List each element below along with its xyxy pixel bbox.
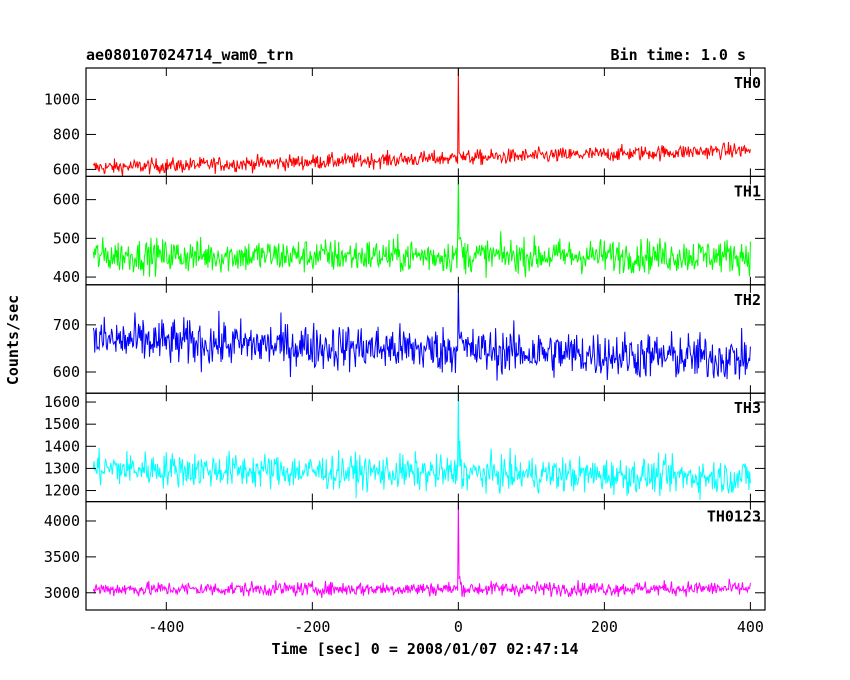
y-tick-label: 1300	[44, 459, 80, 477]
chart-title: ae080107024714_wam0_trn	[86, 46, 294, 64]
panels-group: 600 800 1000 TH0 400 500 600 TH1 600 700 TH2 1200 13…	[44, 67, 766, 636]
panel-label-th2: TH2	[734, 291, 761, 309]
panel-label-th1: TH1	[734, 182, 761, 200]
series-line-th2	[92, 284, 751, 381]
y-axis-label: Counts/sec	[4, 295, 22, 385]
panel-label-th0123: TH0123	[707, 508, 761, 526]
panel-frame-th3	[85, 392, 766, 503]
y-tick-label: 600	[53, 160, 80, 178]
y-tick-label: 700	[53, 316, 80, 334]
series-line-th3	[92, 393, 751, 500]
x-tick-label: -200	[294, 618, 330, 636]
x-tick-label: 0	[454, 618, 463, 636]
panel-frame-th0123	[85, 501, 766, 611]
y-tick-label: 3000	[44, 584, 80, 602]
y-tick-label: 600	[53, 191, 80, 209]
y-tick-label: 800	[53, 125, 80, 143]
panel-label-th3: TH3	[734, 399, 761, 417]
y-tick-label: 1500	[44, 415, 80, 433]
x-axis-label: Time [sec] 0 = 2008/01/07 02:47:14	[271, 640, 578, 658]
x-tick-label: -400	[148, 618, 184, 636]
x-tick-label: 400	[737, 618, 764, 636]
y-tick-label: 1600	[44, 393, 80, 411]
y-tick-label: 600	[53, 363, 80, 381]
y-tick-label: 1200	[44, 482, 80, 500]
series-line-th1	[92, 176, 751, 278]
y-tick-label: 3500	[44, 548, 80, 566]
x-tick-label: 200	[591, 618, 618, 636]
y-tick-label: 1400	[44, 437, 80, 455]
panel-label-th0: TH0	[734, 74, 761, 92]
series-line-th0123	[92, 501, 751, 599]
bin-time-label: Bin time: 1.0 s	[611, 46, 746, 64]
y-tick-label: 4000	[44, 512, 80, 530]
y-tick-label: 500	[53, 229, 80, 247]
y-tick-label: 1000	[44, 90, 80, 108]
y-tick-label: 400	[53, 268, 80, 286]
series-line-th0	[92, 67, 751, 177]
